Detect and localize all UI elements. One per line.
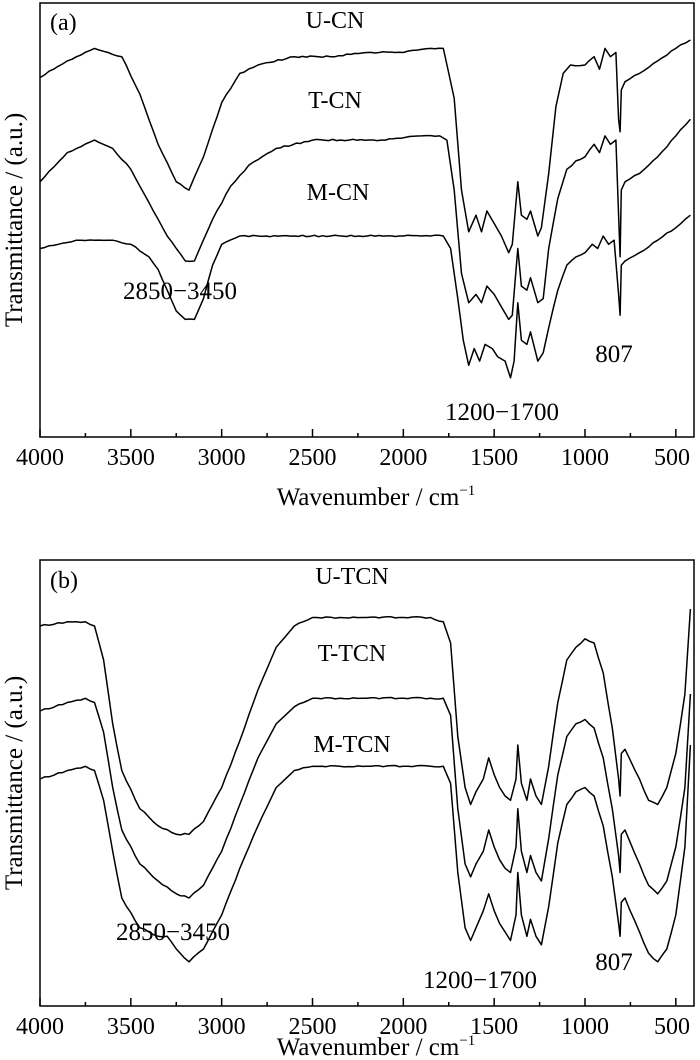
- spectra-a: [39, 39, 691, 379]
- x-tick-label: 2000: [379, 1014, 427, 1040]
- annotation-range-mid-a: 1200−1700: [445, 399, 559, 426]
- x-axis-label-a: Wavenumber / cm−1: [277, 483, 476, 511]
- x-tick-label: 1000: [561, 445, 609, 471]
- panel-b: (b) 4000 3500 3000 2500 2000 1500 1000 500 U-TC…: [1, 559, 695, 1060]
- x-tick-label: 2000: [379, 445, 427, 471]
- series-label-u-cn: U-CN: [306, 8, 365, 34]
- spectrum-line-u-tcn: [39, 608, 692, 836]
- spectrum-line-t-tcn: [39, 693, 692, 899]
- annotation-range-high-b: 2850−3450: [116, 919, 230, 946]
- panel-a: (a) 4000 3500 3000 2500 2000 1500 1000 500 U-CN…: [1, 2, 695, 511]
- x-tick-label: 3500: [107, 1014, 155, 1040]
- x-tick-label: 1000: [561, 1014, 609, 1040]
- spectrum-line-m-tcn: [39, 744, 692, 963]
- x-tick-label: 2500: [289, 445, 337, 471]
- series-label-m-tcn: M-TCN: [313, 732, 390, 758]
- series-label-t-cn: T-CN: [308, 88, 362, 114]
- x-tick-label: 1500: [470, 1014, 518, 1040]
- series-label-m-cn: M-CN: [307, 180, 370, 206]
- x-tick-label: 500: [654, 1014, 690, 1040]
- x-tick-label: 3500: [107, 445, 155, 471]
- x-tick-label: 3000: [198, 1014, 246, 1040]
- annotation-807-a: 807: [595, 341, 633, 368]
- x-tick-label: 3000: [198, 445, 246, 471]
- x-ticks-a: 4000 3500 3000 2500 2000 1500 1000 500: [16, 429, 690, 471]
- spectra-b: [39, 608, 692, 963]
- panel-label-b: (b): [50, 568, 78, 594]
- y-axis-label-b: Transmittance / (a.u.): [1, 676, 28, 890]
- y-axis-label-a: Transmittance / (a.u.): [1, 113, 28, 327]
- spectrum-line-m-cn: [39, 214, 691, 379]
- x-tick-label: 500: [654, 445, 690, 471]
- x-axis-label-b: Wavenumber / cm−1: [277, 1033, 476, 1060]
- annotation-range-mid-b: 1200−1700: [423, 967, 537, 994]
- x-ticks-b: 4000 3500 3000 2500 2000 1500 1000 500: [16, 998, 690, 1040]
- x-tick-label: 2500: [289, 1014, 337, 1040]
- annotation-range-high-a: 2850−3450: [123, 278, 237, 305]
- panel-label-a: (a): [50, 10, 77, 36]
- series-label-t-tcn: T-TCN: [318, 641, 386, 667]
- annotation-807-b: 807: [595, 949, 633, 976]
- spectrum-line-u-cn: [39, 39, 691, 254]
- series-label-u-tcn: U-TCN: [315, 564, 388, 590]
- x-tick-label: 1500: [470, 445, 518, 471]
- x-tick-label: 4000: [16, 445, 64, 471]
- x-tick-label: 4000: [16, 1014, 64, 1040]
- spectrum-line-t-cn: [39, 118, 691, 321]
- plot-frame-a: [39, 2, 695, 438]
- plot-frame-b: [39, 559, 695, 1007]
